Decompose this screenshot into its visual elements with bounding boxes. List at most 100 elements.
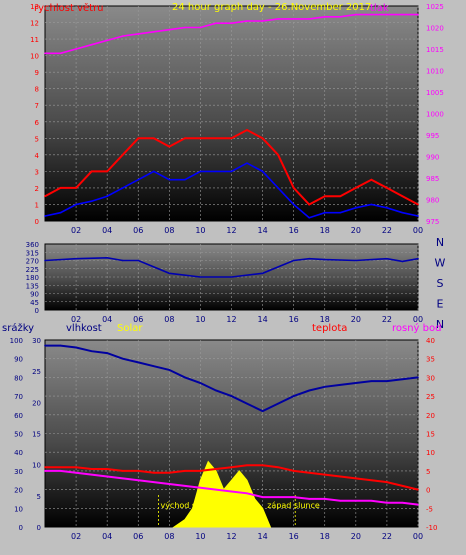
series-vlhkost-point [292,395,295,397]
humidity-axis-tick-label: 20 [32,399,41,407]
series-teplota-point [292,470,295,472]
wind-pressure-x-tick-label: 12 [226,226,236,235]
series-tlak-point [401,13,404,16]
series-tlak-point [152,31,155,33]
series-vlhkost-point [277,402,279,405]
series-tlak-point [277,18,279,20]
series-teplota-point [152,471,155,474]
rain-axis-tick-label: 60 [14,412,23,420]
series-gust-point [246,129,248,131]
series-gust-point [106,170,108,173]
wind-direction-axis-tick-label: 225 [26,266,39,274]
series-vlhkost-point [199,382,202,384]
series-wind-point [90,200,93,202]
legend-label: vlhkost [66,323,102,334]
series-wind-direction-point [386,257,388,260]
series-wind-direction-point [308,257,311,260]
wind-direction-x-tick-label: 10 [195,315,205,324]
series-gust-point [121,154,124,156]
series-rosný-bod-point [339,500,342,502]
series-vlhkost-point [168,369,171,371]
series-rosný-bod-point [323,498,326,500]
wind-pressure-x-tick-label: 16 [289,226,299,235]
wind-speed-axis-tick-label: 0 [35,218,39,226]
series-vlhkost-point [230,395,233,397]
wind-speed-axis-tick-label: 1 [35,201,39,209]
wind-direction-axis-tick-label: 315 [26,249,39,257]
series-gust-point [184,137,186,140]
series-rosný-bod-point [230,490,233,493]
series-wind-point [339,211,342,214]
temperature-axis-tick-label: 5 [426,468,430,476]
series-rosný-bod-point [292,496,295,498]
series-tlak-point [137,33,140,35]
series-teplota-point [323,473,326,476]
temperature-axis-tick-label: 25 [426,393,435,401]
series-gust-point [417,203,419,206]
wind-direction-x-tick-label: 12 [226,315,236,324]
wind-speed-axis-tick-label: 11 [30,36,39,44]
series-teplota-point [401,485,404,487]
rain-axis-tick-label: 90 [14,356,23,364]
series-wind-direction-point [230,276,233,278]
wind-pressure-x-tick-label: 06 [133,226,143,235]
series-tlak-point [184,26,186,29]
series-vlhkost-point [261,410,264,412]
compass-label: S [437,277,444,290]
wind-pressure-x-tick-label: 20 [351,226,361,235]
wind-direction-axis-tick-label: 45 [30,299,39,307]
series-tlak-point [90,43,93,46]
wind-speed-axis-tick-label: 5 [35,135,39,143]
series-vlhkost-point [184,376,186,379]
series-vlhkost-point [386,380,388,382]
wind-direction-axis-tick-label: 135 [26,282,39,290]
temperature-axis-tick-label: -5 [426,505,433,513]
series-gust-point [75,187,77,189]
series-wind-point [230,170,233,173]
series-gust-point [292,187,295,189]
series-rosný-bod-point [417,503,419,506]
series-rosný-bod-point [121,477,124,480]
wind-direction-axis-tick-label: 270 [26,258,39,266]
series-teplota-point [246,464,248,467]
series-gust-point [323,195,326,197]
temperature-axis-tick-label: 40 [426,337,435,345]
series-tlak-point [199,26,202,29]
wind-speed-axis-tick-label: 8 [35,86,39,94]
series-wind-direction-point [261,272,264,275]
series-gust-point [230,137,233,140]
series-wind-point [417,215,419,217]
temperature-axis-tick-label: 15 [426,431,435,439]
series-rosný-bod-point [386,501,388,504]
series-gust-point [370,178,373,181]
temperature-x-tick-label: 04 [102,532,112,541]
series-wind-direction-point [121,259,124,262]
series-wind-point [184,178,186,181]
series-wind-point [44,215,46,217]
series-tlak-point [44,52,46,55]
series-rosný-bod-point [261,496,264,498]
series-teplota-point [184,470,186,472]
temperature-x-tick-label: 14 [257,532,267,541]
wind-pressure-plot-area [44,5,419,222]
series-gust-point [137,137,140,140]
series-rosný-bod-point [106,475,108,478]
series-teplota-point [59,466,62,468]
series-vlhkost-point [246,402,248,405]
series-gust-point [401,195,404,197]
temperature-x-tick-label: 16 [289,532,299,541]
series-teplota-point [417,488,419,491]
legend-label: teplota [312,323,347,334]
wind-direction-x-tick-label: 08 [164,315,174,324]
pressure-axis-tick-label: 995 [426,132,439,140]
series-tlak-point [355,13,357,16]
series-wind-point [261,170,264,173]
series-wind-point [121,187,124,189]
wind-speed-axis-tick-label: 4 [35,152,40,160]
wind-speed-axis-tick-label: 6 [35,119,40,127]
series-wind-point [292,203,295,206]
rain-axis-tick-label: 30 [14,468,23,476]
series-vlhkost-point [355,382,357,384]
series-tlak-point [121,35,124,37]
series-teplota-point [106,468,108,470]
